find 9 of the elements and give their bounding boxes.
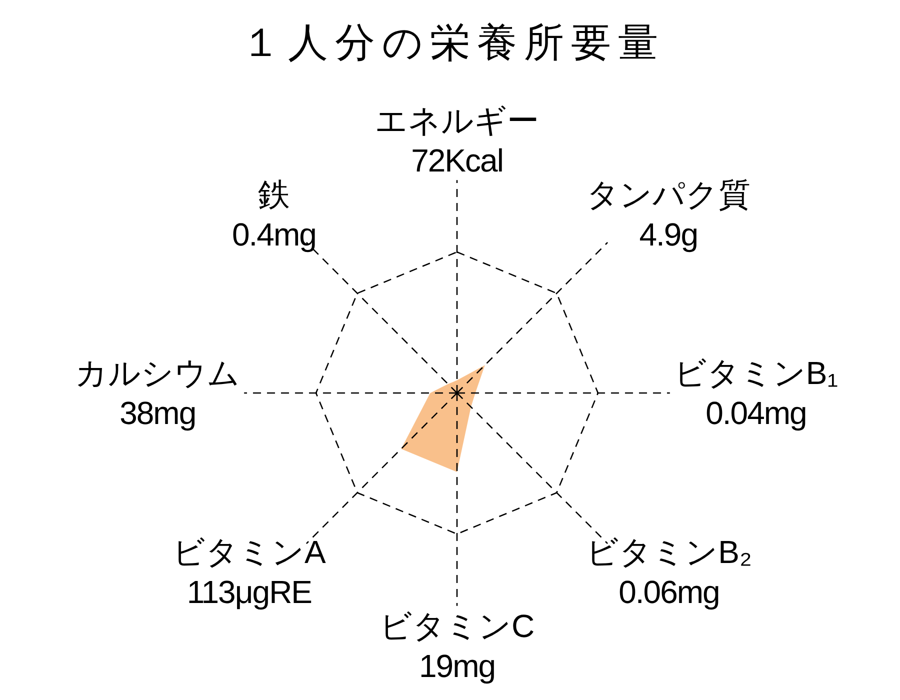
spoke-label: ビタミンC 19mg [379, 608, 535, 684]
spoke-label: ビタミンA 113μgRE [172, 534, 326, 610]
chart-title: １人分の栄養所要量 [241, 21, 665, 65]
spoke-label: タンパク質 4.9g [586, 176, 750, 252]
spoke-label: ビタミンB₁ 0.04mg [674, 355, 838, 432]
spoke-label: カルシウム 38mg [75, 355, 240, 432]
spoke-label: ビタミンB₂ 0.06mg [586, 534, 752, 610]
spoke-label: エネルギー 72Kcal [375, 102, 539, 178]
spoke-label: 鉄 0.4mg [232, 176, 316, 252]
